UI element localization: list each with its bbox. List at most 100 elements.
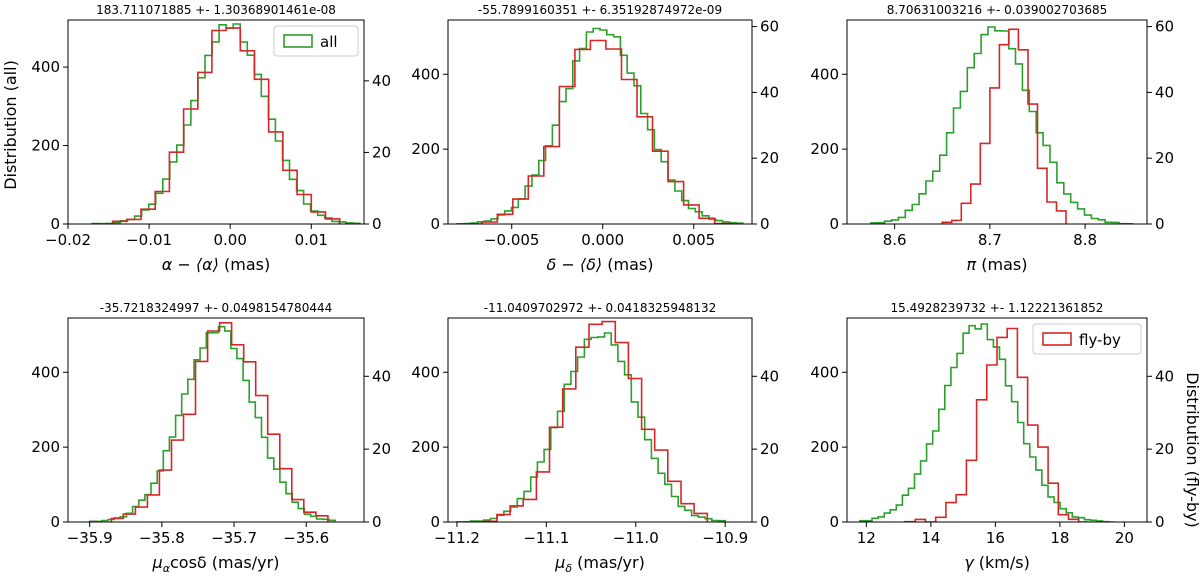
x-tick-label: 20 <box>1115 529 1134 547</box>
histogram-all <box>456 27 744 224</box>
subplot-title: -11.0409702972 +- 0.0418325948132 <box>484 301 716 315</box>
x-tick-label: 18 <box>1050 529 1069 547</box>
subplot-title: 15.4928239732 +- 1.12221361852 <box>891 301 1104 315</box>
axes-frame <box>67 19 365 225</box>
x-tick-label: −35.8 <box>139 529 185 547</box>
legend: all <box>273 25 359 57</box>
y-tick-label-right: 20 <box>760 440 779 458</box>
subplot-grid: 183.711071885 +- 1.30368901461e-08 −0.02 −… <box>31 3 1174 575</box>
x-tick-label: −11.1 <box>523 529 569 547</box>
subplot-1: 183.711071885 +- 1.30368901461e-08 −0.02 −… <box>31 3 391 274</box>
axes-frame <box>846 317 1148 523</box>
histogram-flyby <box>904 327 1089 522</box>
x-axis-label: μαcosδ (mas/yr) <box>152 553 280 575</box>
x-axis-label: γ (km/s) <box>964 553 1030 572</box>
axes-frame <box>846 19 1148 225</box>
x-tick-label: −35.9 <box>67 529 113 547</box>
subplot-title: 183.711071885 +- 1.30368901461e-08 <box>96 3 336 17</box>
subplot-title: -35.7218324997 +- 0.0498154780444 <box>100 301 332 315</box>
x-tick-label: 0.01 <box>295 231 328 249</box>
subplot-title: 8.70631003216 +- 0.039002703685 <box>887 3 1108 17</box>
y-tick-label-right: 20 <box>372 143 391 161</box>
legend: fly-by <box>1032 323 1142 355</box>
x-tick-label: 16 <box>986 529 1005 547</box>
x-tick-label: −0.01 <box>126 231 172 249</box>
y-tick-label-left: 400 <box>810 363 839 381</box>
legend-box <box>273 25 359 57</box>
y-tick-label-right: 0 <box>760 215 770 233</box>
y-tick-label-right: 0 <box>760 513 770 531</box>
y-tick-label-right: 20 <box>1155 440 1174 458</box>
x-tick-label: 0.000 <box>581 231 624 249</box>
x-tick-label: 0.00 <box>213 231 246 249</box>
x-tick-label: −11.2 <box>434 529 480 547</box>
legend-label: all <box>320 33 338 51</box>
histogram-flyby <box>466 39 731 224</box>
y-tick-label-right: 40 <box>1155 83 1174 101</box>
x-tick-label: −0.02 <box>45 231 91 249</box>
y-tick-label-right: 40 <box>372 72 391 90</box>
x-tick-label: −11.0 <box>613 529 659 547</box>
y-tick-label-left: 200 <box>31 137 60 155</box>
y-tick-label-left: 200 <box>31 438 60 456</box>
y-tick-label-left: 0 <box>50 215 60 233</box>
x-axis-label: δ − ⟨δ⟩ (mas) <box>547 255 654 274</box>
x-tick-label: −35.7 <box>211 529 257 547</box>
y-tick-label-right: 0 <box>1155 215 1165 233</box>
y-tick-label-right: 20 <box>1155 149 1174 167</box>
axes-frame <box>447 19 753 225</box>
y-tick-label-right: 20 <box>372 440 391 458</box>
y-tick-label-left: 200 <box>810 438 839 456</box>
histogram-flyby <box>941 28 1067 224</box>
y-tick-label-right: 0 <box>372 215 382 233</box>
histogram-all <box>456 332 726 522</box>
histogram-flyby <box>111 27 341 224</box>
legend-box <box>1032 323 1142 355</box>
subplot-2: -55.7899160351 +- 6.35192874972e-09 −0.00… <box>411 3 779 274</box>
y-tick-label-right: 0 <box>1155 513 1165 531</box>
y-tick-label-right: 40 <box>760 367 779 385</box>
histogram-flyby <box>483 320 709 522</box>
y-tick-label-left: 200 <box>411 438 440 456</box>
x-tick-label: 14 <box>921 529 940 547</box>
y-tick-label-right: 40 <box>760 83 779 101</box>
left-ylabel: Distribution (all) <box>1 60 20 190</box>
y-tick-label-left: 0 <box>829 215 839 233</box>
subplot-4: -35.7218324997 +- 0.0498154780444 −35.9 −3… <box>31 301 391 575</box>
x-tick-label: −35.6 <box>283 529 329 547</box>
y-tick-label-right: 20 <box>760 149 779 167</box>
y-tick-label-right: 40 <box>372 367 391 385</box>
y-tick-label-left: 200 <box>411 140 440 158</box>
legend-swatch <box>283 34 313 48</box>
axes-frame <box>67 317 365 523</box>
right-ylabel: Distribution (fly-by) <box>1183 372 1200 528</box>
legend-label: fly-by <box>1079 331 1121 349</box>
x-tick-label: 8.8 <box>1073 231 1097 249</box>
subplot-6: 15.4928239732 +- 1.12221361852 12 14 16 18 20… <box>810 301 1174 572</box>
y-tick-label-left: 400 <box>411 363 440 381</box>
x-tick-label: 0.005 <box>672 231 715 249</box>
y-tick-label-right: 60 <box>760 18 779 36</box>
axes-frame <box>447 317 753 523</box>
x-tick-label: 8.6 <box>883 231 907 249</box>
x-tick-label: 8.7 <box>978 231 1002 249</box>
y-tick-label-right: 0 <box>372 513 382 531</box>
subplot-3: 8.70631003216 +- 0.039002703685 8.6 8.7 8.8… <box>810 3 1174 274</box>
subplot-5: -11.0409702972 +- 0.0418325948132 −11.2 −1… <box>411 301 779 575</box>
y-tick-label-left: 400 <box>810 65 839 83</box>
x-tick-label: −0.005 <box>484 231 540 249</box>
x-axis-label: α − ⟨α⟩ (mas) <box>162 255 270 274</box>
histogram-flyby <box>110 322 329 522</box>
x-tick-label: −10.9 <box>702 529 748 547</box>
x-axis-label: π (mas) <box>967 255 1028 274</box>
y-tick-label-left: 200 <box>810 140 839 158</box>
y-tick-label-left: 0 <box>50 513 60 531</box>
histogram-all <box>88 325 336 522</box>
y-tick-label-left: 0 <box>430 513 440 531</box>
x-tick-label: 12 <box>857 529 876 547</box>
legend-swatch <box>1042 332 1072 346</box>
y-tick-label-right: 60 <box>1155 18 1174 36</box>
x-axis-label: μδ (mas/yr) <box>554 553 645 575</box>
subplot-title: -55.7899160351 +- 6.35192874972e-09 <box>478 3 722 17</box>
